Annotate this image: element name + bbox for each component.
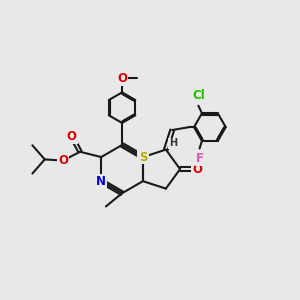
Text: N: N [96, 175, 106, 188]
Text: O: O [58, 154, 68, 167]
Text: O: O [117, 72, 127, 85]
Text: O: O [192, 163, 202, 176]
Text: Cl: Cl [192, 89, 205, 102]
Text: F: F [196, 152, 204, 165]
Text: S: S [139, 151, 147, 164]
Text: N: N [138, 151, 148, 164]
Text: O: O [67, 130, 77, 143]
Text: H: H [169, 138, 177, 148]
